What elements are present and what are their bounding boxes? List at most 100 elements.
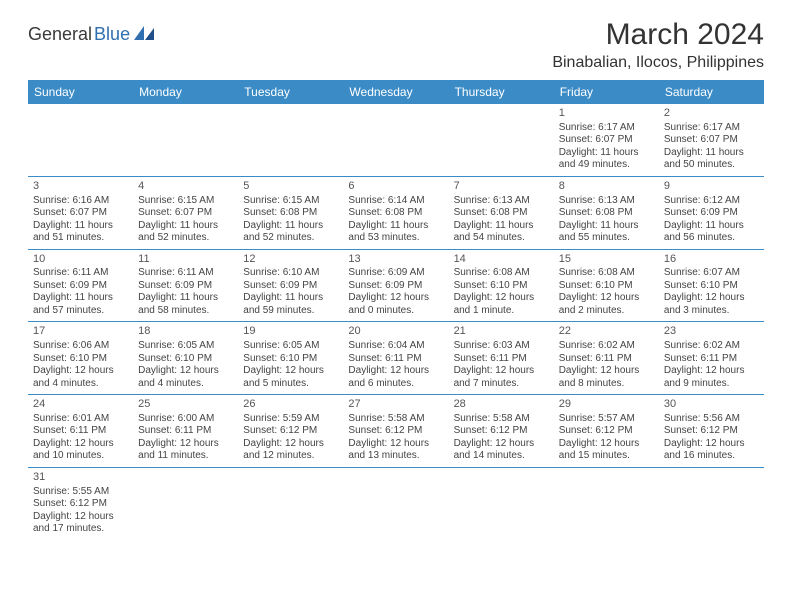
- sunrise-text: Sunrise: 6:09 AM: [348, 267, 443, 280]
- day-cell-empty: [449, 468, 554, 540]
- sunset-text: Sunset: 6:07 PM: [138, 207, 233, 220]
- sunrise-text: Sunrise: 6:15 AM: [138, 195, 233, 208]
- sunrise-text: Sunrise: 6:15 AM: [243, 195, 338, 208]
- sunset-text: Sunset: 6:07 PM: [559, 134, 654, 147]
- daylight-text: Daylight: 11 hours: [664, 220, 759, 233]
- daylight-text: Daylight: 12 hours: [664, 292, 759, 305]
- logo: GeneralBlue: [28, 18, 156, 47]
- daylight-text: and 57 minutes.: [33, 305, 128, 318]
- sunrise-text: Sunrise: 6:08 AM: [559, 267, 654, 280]
- sunrise-text: Sunrise: 5:59 AM: [243, 413, 338, 426]
- day-number: 29: [559, 398, 654, 412]
- day-number: 22: [559, 325, 654, 339]
- daylight-text: Daylight: 12 hours: [348, 365, 443, 378]
- sunset-text: Sunset: 6:07 PM: [664, 134, 759, 147]
- daylight-text: Daylight: 12 hours: [454, 292, 549, 305]
- day-number: 11: [138, 253, 233, 267]
- sunset-text: Sunset: 6:10 PM: [454, 280, 549, 293]
- day-cell: 1Sunrise: 6:17 AMSunset: 6:07 PMDaylight…: [554, 104, 659, 176]
- daylight-text: and 51 minutes.: [33, 232, 128, 245]
- day-cell: 4Sunrise: 6:15 AMSunset: 6:07 PMDaylight…: [133, 177, 238, 249]
- sunset-text: Sunset: 6:09 PM: [138, 280, 233, 293]
- sunset-text: Sunset: 6:08 PM: [243, 207, 338, 220]
- day-number: 1: [559, 107, 654, 121]
- day-cell-empty: [343, 104, 448, 176]
- month-title: March 2024: [552, 18, 764, 52]
- daylight-text: Daylight: 12 hours: [243, 365, 338, 378]
- day-cell-empty: [449, 104, 554, 176]
- daylight-text: and 52 minutes.: [138, 232, 233, 245]
- weekday-wednesday: Wednesday: [343, 80, 448, 104]
- daylight-text: Daylight: 12 hours: [33, 438, 128, 451]
- day-number: 30: [664, 398, 759, 412]
- sunrise-text: Sunrise: 6:08 AM: [454, 267, 549, 280]
- weekday-monday: Monday: [133, 80, 238, 104]
- daylight-text: Daylight: 12 hours: [454, 438, 549, 451]
- sunset-text: Sunset: 6:11 PM: [348, 353, 443, 366]
- sunset-text: Sunset: 6:11 PM: [33, 425, 128, 438]
- sunrise-text: Sunrise: 6:04 AM: [348, 340, 443, 353]
- day-number: 12: [243, 253, 338, 267]
- day-cell: 18Sunrise: 6:05 AMSunset: 6:10 PMDayligh…: [133, 322, 238, 394]
- sunrise-text: Sunrise: 6:01 AM: [33, 413, 128, 426]
- logo-text-general: General: [28, 24, 92, 45]
- weekday-tuesday: Tuesday: [238, 80, 343, 104]
- day-cell: 5Sunrise: 6:15 AMSunset: 6:08 PMDaylight…: [238, 177, 343, 249]
- day-cell: 12Sunrise: 6:10 AMSunset: 6:09 PMDayligh…: [238, 250, 343, 322]
- daylight-text: and 58 minutes.: [138, 305, 233, 318]
- daylight-text: and 56 minutes.: [664, 232, 759, 245]
- title-block: March 2024 Binabalian, Ilocos, Philippin…: [552, 18, 764, 72]
- day-number: 18: [138, 325, 233, 339]
- sunset-text: Sunset: 6:11 PM: [138, 425, 233, 438]
- day-number: 8: [559, 180, 654, 194]
- day-cell: 13Sunrise: 6:09 AMSunset: 6:09 PMDayligh…: [343, 250, 448, 322]
- daylight-text: and 14 minutes.: [454, 450, 549, 463]
- day-number: 14: [454, 253, 549, 267]
- daylight-text: and 4 minutes.: [138, 378, 233, 391]
- daylight-text: Daylight: 12 hours: [559, 292, 654, 305]
- day-cell: 21Sunrise: 6:03 AMSunset: 6:11 PMDayligh…: [449, 322, 554, 394]
- daylight-text: and 12 minutes.: [243, 450, 338, 463]
- sunrise-text: Sunrise: 6:13 AM: [559, 195, 654, 208]
- daylight-text: and 7 minutes.: [454, 378, 549, 391]
- day-number: 21: [454, 325, 549, 339]
- day-number: 4: [138, 180, 233, 194]
- day-cell: 31Sunrise: 5:55 AMSunset: 6:12 PMDayligh…: [28, 468, 133, 540]
- sunrise-text: Sunrise: 5:55 AM: [33, 486, 128, 499]
- day-number: 19: [243, 325, 338, 339]
- sunrise-text: Sunrise: 6:10 AM: [243, 267, 338, 280]
- sunrise-text: Sunrise: 5:58 AM: [454, 413, 549, 426]
- daylight-text: and 49 minutes.: [559, 159, 654, 172]
- day-cell: 22Sunrise: 6:02 AMSunset: 6:11 PMDayligh…: [554, 322, 659, 394]
- sunset-text: Sunset: 6:12 PM: [664, 425, 759, 438]
- daylight-text: Daylight: 11 hours: [348, 220, 443, 233]
- sunset-text: Sunset: 6:09 PM: [243, 280, 338, 293]
- sunset-text: Sunset: 6:10 PM: [664, 280, 759, 293]
- week-row: 24Sunrise: 6:01 AMSunset: 6:11 PMDayligh…: [28, 395, 764, 468]
- week-row: 1Sunrise: 6:17 AMSunset: 6:07 PMDaylight…: [28, 104, 764, 177]
- sunset-text: Sunset: 6:12 PM: [559, 425, 654, 438]
- sunset-text: Sunset: 6:08 PM: [559, 207, 654, 220]
- day-cell: 25Sunrise: 6:00 AMSunset: 6:11 PMDayligh…: [133, 395, 238, 467]
- day-cell: 19Sunrise: 6:05 AMSunset: 6:10 PMDayligh…: [238, 322, 343, 394]
- daylight-text: Daylight: 11 hours: [33, 292, 128, 305]
- sunrise-text: Sunrise: 5:58 AM: [348, 413, 443, 426]
- sunrise-text: Sunrise: 6:14 AM: [348, 195, 443, 208]
- day-number: 10: [33, 253, 128, 267]
- sunset-text: Sunset: 6:11 PM: [454, 353, 549, 366]
- day-number: 16: [664, 253, 759, 267]
- sunset-text: Sunset: 6:11 PM: [559, 353, 654, 366]
- daylight-text: Daylight: 11 hours: [559, 220, 654, 233]
- daylight-text: Daylight: 12 hours: [348, 438, 443, 451]
- daylight-text: and 10 minutes.: [33, 450, 128, 463]
- day-number: 17: [33, 325, 128, 339]
- daylight-text: and 53 minutes.: [348, 232, 443, 245]
- day-number: 28: [454, 398, 549, 412]
- sunset-text: Sunset: 6:09 PM: [664, 207, 759, 220]
- day-cell-empty: [238, 104, 343, 176]
- daylight-text: Daylight: 11 hours: [138, 292, 233, 305]
- day-number: 13: [348, 253, 443, 267]
- weekday-saturday: Saturday: [659, 80, 764, 104]
- day-cell-empty: [238, 468, 343, 540]
- daylight-text: Daylight: 11 hours: [243, 220, 338, 233]
